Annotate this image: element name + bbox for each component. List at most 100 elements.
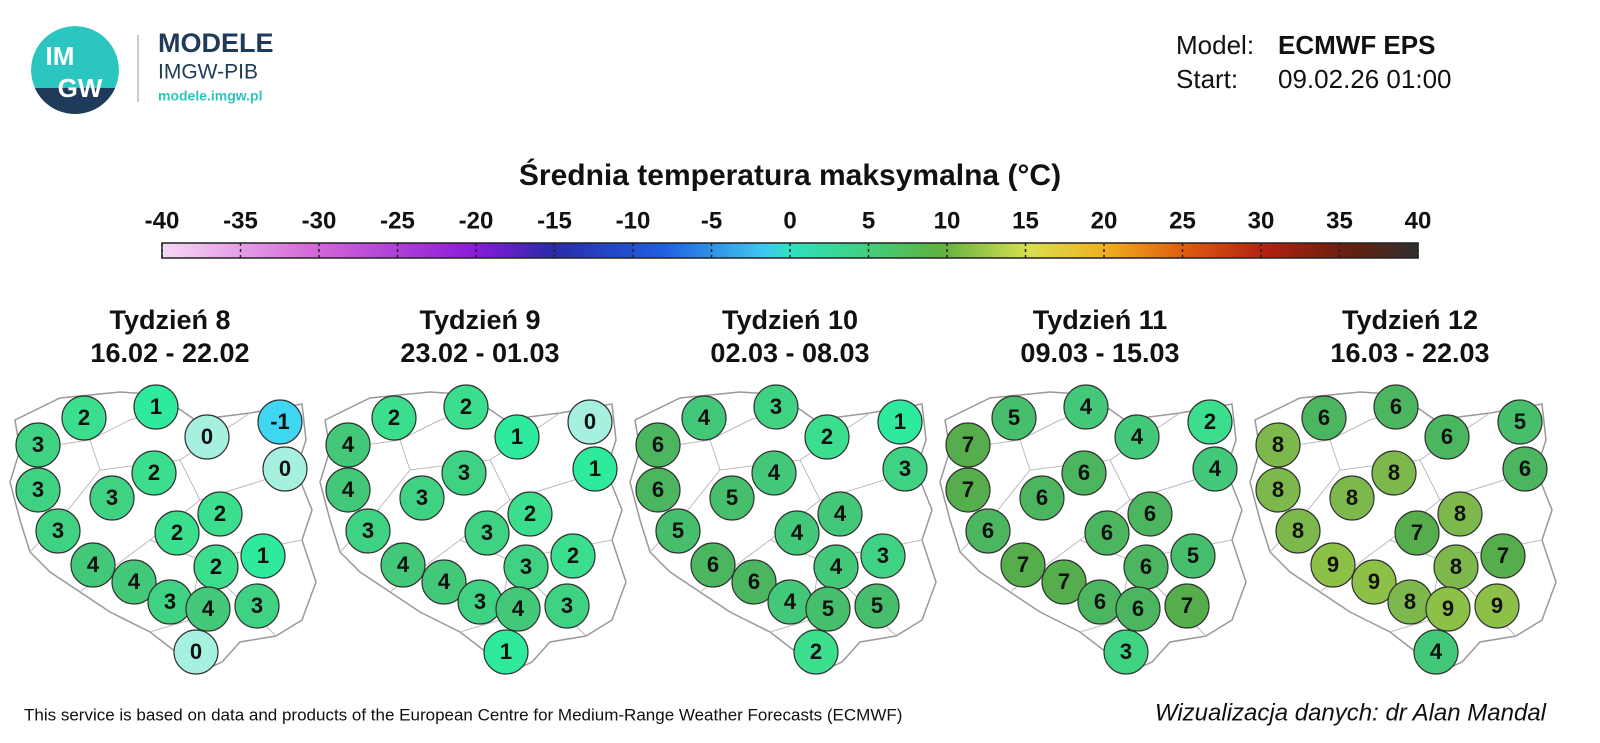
station-marker [1474, 583, 1520, 629]
colorbar-tick-label: -20 [459, 207, 494, 234]
station-value: 6 [1140, 554, 1152, 579]
station-value: 7 [962, 432, 974, 457]
station-marker [567, 399, 613, 445]
station-value: 6 [748, 569, 760, 594]
station-marker [882, 446, 928, 492]
station-marker [860, 533, 906, 579]
station-value: 2 [524, 501, 536, 526]
colorbar-tick-label: -35 [223, 207, 258, 234]
colorbar-tick-label: 40 [1405, 207, 1432, 234]
station-marker [1115, 586, 1161, 632]
station-marker [1019, 475, 1065, 521]
station-value: 3 [106, 485, 118, 510]
station-value: 5 [1187, 543, 1199, 568]
station-marker [131, 450, 177, 496]
station-marker [854, 583, 900, 629]
station-value: 4 [342, 432, 355, 457]
station-value: 5 [1008, 405, 1020, 430]
station-value: 3 [561, 593, 573, 618]
station-marker [544, 583, 590, 629]
station-marker [1187, 399, 1233, 445]
station-value: 4 [512, 596, 525, 621]
footer-credit: Wizualizacja danych: dr Alan Mandal [1155, 699, 1547, 726]
station-value: 6 [1132, 596, 1144, 621]
colorbar-tick-label: 0 [783, 207, 796, 234]
station-value: 2 [78, 405, 90, 430]
station-marker [1371, 450, 1417, 496]
station-marker [1275, 508, 1321, 554]
station-marker [1497, 399, 1543, 445]
station-value: 7 [1058, 569, 1070, 594]
station-marker [1255, 467, 1301, 513]
colorbar-tick-label: 20 [1091, 207, 1118, 234]
station-value: 8 [1388, 460, 1400, 485]
colorbar-tick-label: -25 [380, 207, 415, 234]
station-value: 3 [458, 460, 470, 485]
map-title: Tydzień 8 [109, 305, 230, 335]
station-marker [690, 542, 736, 588]
station-value: 5 [871, 593, 883, 618]
station-value: 6 [1078, 460, 1090, 485]
station-marker [197, 491, 243, 537]
station-marker [15, 422, 61, 468]
station-marker [817, 491, 863, 537]
url[interactable]: modele.imgw.pl [158, 88, 263, 104]
station-value: 9 [1442, 596, 1454, 621]
station-marker [443, 384, 489, 430]
station-value: 1 [257, 543, 269, 568]
station-marker [262, 446, 308, 492]
station-marker [635, 467, 681, 513]
station-value: 1 [894, 409, 906, 434]
station-value: 9 [1491, 593, 1503, 618]
station-marker [1041, 559, 1087, 605]
model-value: ECMWF EPS [1278, 30, 1435, 60]
station-marker [793, 629, 839, 675]
station-value: 4 [1430, 639, 1443, 664]
station-marker [709, 475, 755, 521]
colorbar-tick-label: -30 [302, 207, 337, 234]
station-value: 3 [362, 518, 374, 543]
station-marker [441, 450, 487, 496]
station-value: 4 [1080, 394, 1093, 419]
station-value: 2 [810, 639, 822, 664]
station-value: 6 [652, 477, 664, 502]
map-dates: 16.02 - 22.02 [90, 338, 249, 368]
colorbar-tick-label: -10 [616, 207, 651, 234]
station-value: 3 [877, 543, 889, 568]
station-marker [133, 384, 179, 430]
station-value: 2 [171, 520, 183, 545]
station-marker [572, 446, 618, 492]
colorbar-ticks: -40 -35 -30 -25 -20 -15 -10 -5 0 5 10 15 20 25 30 35 40 [145, 207, 1432, 258]
station-marker [464, 510, 510, 556]
station-value: 6 [1441, 424, 1453, 449]
station-marker [1114, 414, 1160, 460]
logo: IM GW MODELE IMGW-PIB modele.imgw.pl [31, 26, 274, 114]
station-value: 6 [1519, 456, 1531, 481]
station-value: 6 [1318, 405, 1330, 430]
station-marker [154, 510, 200, 556]
station-value: 1 [511, 424, 523, 449]
station-value: 9 [1327, 552, 1339, 577]
station-marker [805, 586, 851, 632]
station-marker [495, 586, 541, 632]
station-marker [1084, 510, 1130, 556]
station-marker [550, 533, 596, 579]
station-marker [1170, 533, 1216, 579]
station-value: 3 [32, 477, 44, 502]
station-marker [991, 395, 1037, 441]
station-value: 6 [1101, 520, 1113, 545]
station-marker [1103, 629, 1149, 675]
station-marker [1394, 510, 1440, 556]
colorbar-tick-label: -15 [537, 207, 572, 234]
colorbar-tick-label: 30 [1248, 207, 1275, 234]
station-marker [185, 586, 231, 632]
station-value: 5 [1514, 409, 1526, 434]
station-marker [1425, 586, 1471, 632]
colorbar-tick-label: 10 [934, 207, 961, 234]
station-value: 1 [500, 639, 512, 664]
footer-source: This service is based on data and produc… [24, 705, 902, 724]
